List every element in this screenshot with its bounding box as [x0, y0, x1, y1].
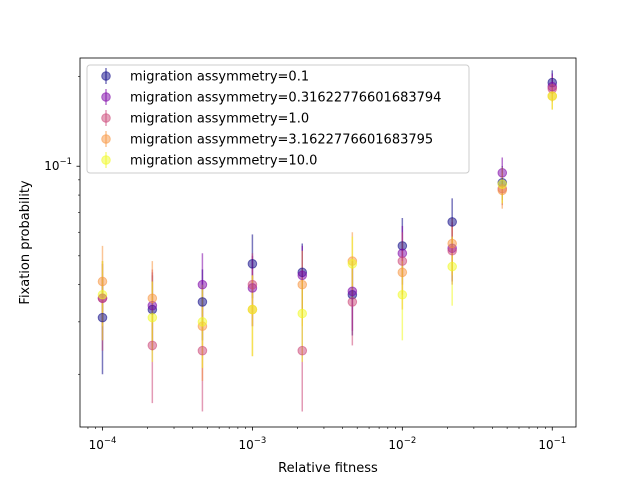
data-point: [497, 179, 508, 190]
data-point: [347, 286, 358, 297]
data-point: [197, 317, 208, 327]
axes-frame: [79, 57, 577, 428]
x-tick-label: 10−1: [538, 436, 566, 452]
data-point: [297, 279, 308, 290]
legend-marker: [101, 134, 111, 144]
y-axis-label: Fixation probability: [18, 180, 33, 305]
data-point: [347, 259, 358, 269]
data-point: [497, 168, 508, 178]
legend-label: migration assymmetry=1.0: [130, 112, 309, 127]
legend-marker: [101, 113, 111, 123]
data-point: [147, 293, 158, 304]
data-point: [97, 312, 108, 323]
data-point: [247, 259, 258, 269]
x-axis-label: Relative fitness: [278, 461, 378, 476]
data-point: [397, 248, 408, 259]
data-point: [197, 279, 208, 290]
data-point: [297, 345, 308, 356]
legend-label: migration assymmetry=3.1622776601683795: [130, 133, 433, 148]
legend-label: migration assymmetry=10.0: [130, 154, 317, 169]
y-axis-ticks: 10−1: [44, 76, 80, 375]
legend: migration assymmetry=0.1 migration assymm…: [86, 64, 470, 174]
data-point: [97, 289, 108, 300]
data-point: [247, 279, 258, 290]
legend-marker: [101, 155, 111, 165]
data-point: [397, 267, 408, 278]
data-point: [547, 91, 558, 101]
legend-label: migration assymmetry=0.1: [130, 70, 309, 85]
legend-box: [86, 64, 470, 174]
data-point: [197, 297, 208, 307]
x-axis-ticks: 10−4 10−3 10−2 10−1: [87, 427, 566, 452]
data-point: [297, 270, 308, 281]
data-point: [247, 304, 258, 315]
legend-marker: [101, 71, 111, 81]
data-points: [97, 77, 558, 356]
data-point: [447, 217, 457, 227]
data-point: [147, 340, 158, 351]
y-tick-label: 10−1: [44, 157, 72, 173]
x-tick-label: 10−4: [89, 436, 117, 452]
data-point: [447, 238, 457, 249]
legend-label: migration assymmetry=0.31622776601683794: [130, 91, 441, 106]
data-point: [297, 308, 308, 319]
data-point: [397, 256, 408, 266]
x-tick-label: 10−3: [239, 436, 267, 452]
legend-marker: [101, 92, 111, 102]
data-point: [397, 289, 408, 300]
data-point: [347, 297, 358, 307]
data-point: [97, 276, 108, 287]
x-tick-label: 10−2: [388, 436, 416, 452]
data-point: [197, 345, 208, 356]
data-point: [147, 312, 158, 323]
data-point: [447, 261, 457, 272]
